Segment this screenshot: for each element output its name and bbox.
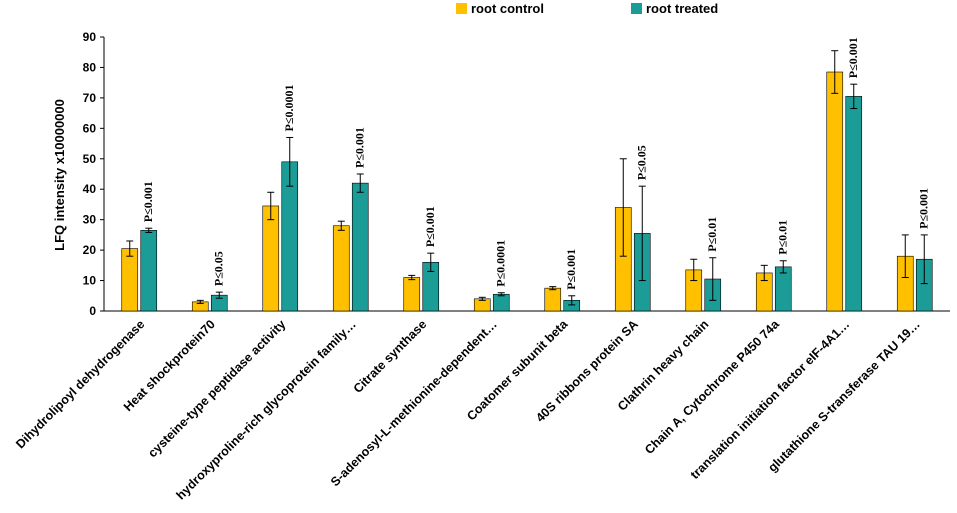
legend-swatch-root-control — [456, 3, 467, 14]
y-axis-label: LFQ intensity x10000000 — [52, 99, 67, 251]
y-tick-label: 60 — [83, 121, 97, 135]
p-value-annotation: P≤0.001 — [846, 37, 860, 78]
bar-root-control — [262, 205, 280, 312]
bar-root-treated — [140, 230, 158, 312]
y-tick-label: 30 — [83, 213, 97, 227]
y-tick-label: 0 — [89, 304, 96, 318]
y-tick-label: 70 — [83, 91, 97, 105]
y-tick-label: 90 — [83, 30, 97, 44]
x-tick-label: Chain A, Cytochrome P450 74a — [642, 316, 782, 456]
bar-root-treated — [492, 293, 510, 312]
x-tick-label: Dihydrolipoyl dehydrogenase — [13, 317, 147, 451]
p-value-annotation: P≤0.0001 — [493, 240, 507, 287]
y-tick-label: 50 — [83, 152, 97, 166]
y-tick-label: 10 — [83, 274, 97, 288]
p-value-annotation: P≤0.001 — [352, 127, 366, 168]
p-value-annotation: P≤0.05 — [211, 251, 225, 286]
p-value-annotation: P≤0.001 — [916, 188, 930, 229]
legend: root control root treated — [456, 1, 718, 16]
x-tick-label: cysteine-type peptidase activity — [145, 317, 288, 460]
legend-label-root-treated: root treated — [646, 1, 718, 16]
annotations: P≤0.001 P≤0.05 P≤0.0001 P≤0.001 P≤0.001 P≤0.0… — [141, 37, 931, 290]
y-tick-label: 20 — [83, 243, 97, 257]
x-tick-label: Citrate synthase — [351, 317, 430, 396]
y-tick-label: 80 — [83, 60, 97, 74]
legend-label-root-control: root control — [471, 1, 544, 16]
p-value-annotation: P≤0.001 — [423, 206, 437, 247]
bar-root-control — [332, 225, 350, 312]
bar-root-control — [826, 71, 844, 312]
bar-root-control — [403, 277, 421, 312]
bar-root-control — [121, 248, 139, 312]
p-value-annotation: P≤0.01 — [705, 217, 719, 252]
p-value-annotation: P≤0.001 — [141, 181, 155, 222]
p-value-annotation: P≤0.0001 — [282, 85, 296, 132]
bars — [121, 50, 933, 312]
p-value-annotation: P≤0.001 — [564, 249, 578, 290]
y-axis: 0 10 20 30 40 50 60 70 80 90 — [83, 30, 950, 318]
bar-root-treated — [351, 182, 369, 312]
y-tick-label: 40 — [83, 182, 97, 196]
bar-root-treated — [845, 96, 863, 312]
x-tick-label: glutathione S-transferase TAU 19… — [765, 317, 923, 475]
legend-swatch-root-treated — [631, 3, 642, 14]
bar-root-treated — [774, 266, 792, 312]
p-value-annotation: P≤0.01 — [775, 220, 789, 255]
x-tick-label: translation initiation factor eIF-4A1… — [688, 317, 853, 482]
p-value-annotation: P≤0.05 — [634, 145, 648, 180]
bar-root-control — [544, 287, 562, 312]
